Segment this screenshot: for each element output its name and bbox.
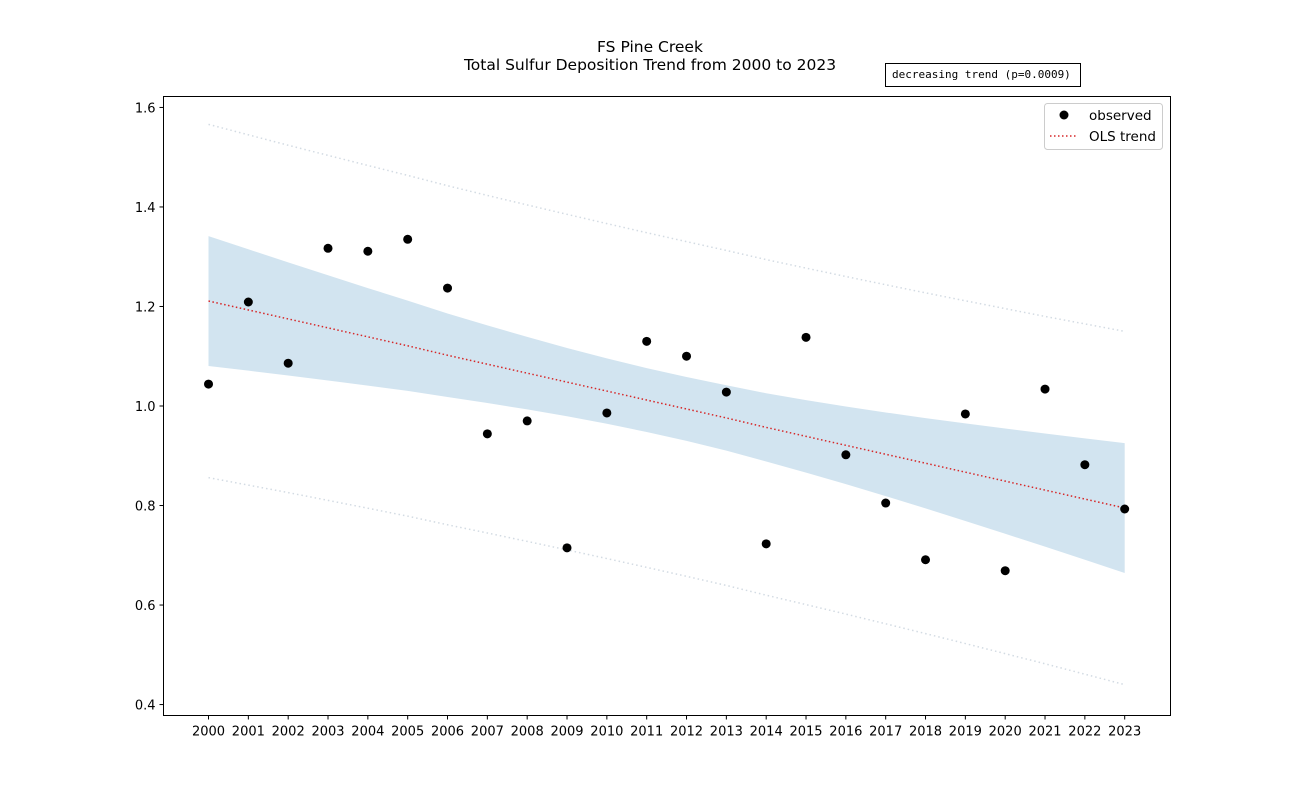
observed-point-2016: [841, 450, 851, 460]
confidence-band: [208, 236, 1125, 573]
observed-point-2023: [1120, 504, 1130, 514]
x-tick-label: 2007: [471, 725, 504, 740]
x-tick-label: 2019: [949, 725, 982, 740]
x-tick-label: 2014: [750, 725, 783, 740]
x-tick-label: 2020: [989, 725, 1022, 740]
observed-point-2010: [602, 408, 612, 418]
x-tick-label: 2003: [311, 725, 344, 740]
x-tick-label: 2011: [630, 725, 663, 740]
observed-point-2000: [204, 379, 214, 389]
annotation-text: decreasing trend (p=0.0009): [892, 68, 1071, 81]
annotation-box: decreasing trend (p=0.0009): [885, 63, 1081, 87]
observed-point-2017: [881, 498, 891, 508]
observed-point-2012: [682, 351, 692, 361]
legend-observed-marker: [1059, 110, 1069, 120]
legend-trend-label: OLS trend: [1089, 129, 1156, 145]
observed-point-2011: [642, 336, 652, 346]
observed-point-2007: [482, 429, 492, 439]
y-tick-label: 1.6: [135, 101, 156, 116]
observed-point-2018: [921, 555, 931, 565]
x-tick-label: 2010: [590, 725, 623, 740]
x-tick-label: 2023: [1108, 725, 1141, 740]
observed-point-2015: [801, 332, 811, 342]
x-tick-label: 2017: [869, 725, 902, 740]
observed-point-2005: [403, 234, 413, 244]
y-axis: 0.4 0.6 0.8 1.0 1.2 1.4 1.6: [135, 101, 164, 714]
observed-point-2004: [363, 246, 373, 256]
x-tick-label: 2004: [351, 725, 384, 740]
x-tick-label: 2018: [909, 725, 942, 740]
x-tick-label: 2013: [710, 725, 743, 740]
y-tick-label: 1.4: [135, 201, 156, 216]
observed-point-2020: [1000, 566, 1010, 576]
observed-point-2019: [960, 409, 970, 419]
x-tick-label: 2006: [431, 725, 464, 740]
observed-point-2002: [283, 358, 293, 368]
x-tick-label: 2009: [550, 725, 583, 740]
x-tick-label: 2002: [272, 725, 305, 740]
plot-area: [204, 123, 1130, 686]
y-tick-label: 1.2: [135, 300, 156, 315]
y-tick-label: 0.8: [135, 500, 156, 515]
x-tick-label: 2012: [670, 725, 703, 740]
observed-point-2013: [721, 387, 731, 397]
observed-point-2014: [761, 539, 771, 549]
legend-observed-label: observed: [1089, 108, 1152, 124]
y-tick-label: 0.4: [135, 699, 156, 714]
observed-point-2022: [1080, 460, 1090, 470]
observed-point-2006: [443, 283, 453, 293]
observed-point-2003: [323, 243, 333, 253]
observed-point-2009: [562, 543, 572, 553]
x-tick-label: 2001: [232, 725, 265, 740]
y-tick-label: 0.6: [135, 599, 156, 614]
prediction-interval-upper: [208, 123, 1125, 333]
chart-title: FS Pine Creek: [597, 38, 703, 56]
x-tick-label: 2008: [511, 725, 544, 740]
legend: observed OLS trend: [1044, 103, 1163, 150]
observed-point-2021: [1040, 384, 1050, 394]
x-tick-label: 2000: [192, 725, 225, 740]
observed-point-2001: [243, 297, 253, 307]
x-tick-label: 2021: [1028, 725, 1061, 740]
x-tick-label: 2005: [391, 725, 424, 740]
chart-subtitle: Total Sulfur Deposition Trend from 2000 …: [463, 56, 836, 74]
x-tick-label: 2016: [829, 725, 862, 740]
x-axis: 2000 2001 2002 2003 2004 2005 2006 2007 2008 2009…: [192, 715, 1141, 740]
ols-trend-line: [208, 300, 1125, 509]
x-tick-label: 2022: [1068, 725, 1101, 740]
observed-point-2008: [522, 416, 532, 426]
y-tick-label: 1.0: [135, 400, 156, 415]
x-tick-label: 2015: [789, 725, 822, 740]
